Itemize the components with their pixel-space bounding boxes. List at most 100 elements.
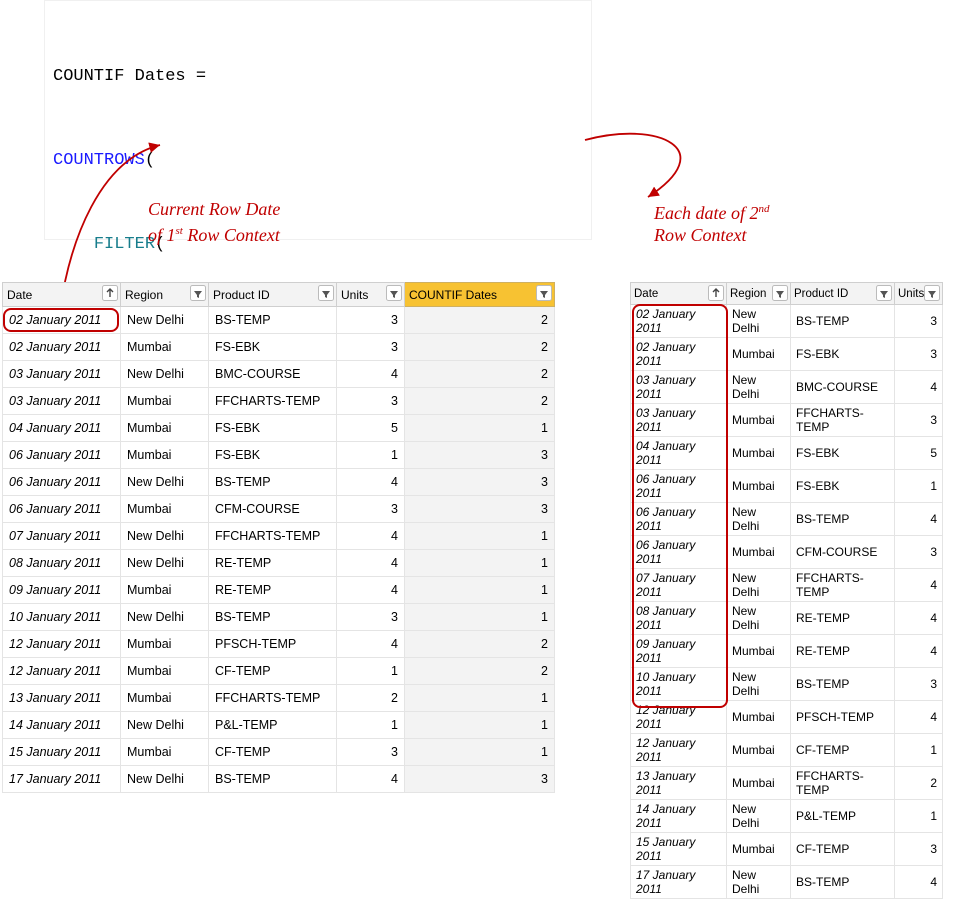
column-header-product-id[interactable]: Product ID [791,283,895,305]
table-row[interactable]: 04 January 2011MumbaiFS-EBK5 [631,437,943,470]
table-cell: 06 January 2011 [3,496,121,523]
table-row[interactable]: 06 January 2011MumbaiFS-EBK13 [3,442,555,469]
table-cell: Mumbai [121,631,209,658]
table-cell: Mumbai [121,577,209,604]
table-row[interactable]: 12 January 2011MumbaiPFSCH-TEMP42 [3,631,555,658]
table-row[interactable]: 06 January 2011New DelhiBS-TEMP43 [3,469,555,496]
table-cell: New Delhi [727,371,791,404]
table-row[interactable]: 12 January 2011MumbaiCF-TEMP12 [3,658,555,685]
table-cell: 4 [337,523,405,550]
column-header-region[interactable]: Region [727,283,791,305]
table-cell: 09 January 2011 [3,577,121,604]
fn-filter: FILTER [94,235,155,254]
table-row[interactable]: 10 January 2011New DelhiBS-TEMP3 [631,668,943,701]
table-row[interactable]: 07 January 2011New DelhiFFCHARTS-TEMP4 [631,569,943,602]
table-row[interactable]: 02 January 2011New DelhiBS-TEMP32 [3,307,555,334]
table-row[interactable]: 10 January 2011New DelhiBS-TEMP31 [3,604,555,631]
table-row[interactable]: 12 January 2011MumbaiCF-TEMP1 [631,734,943,767]
column-header-units[interactable]: Units [337,283,405,307]
table-cell: New Delhi [121,307,209,334]
table-cell: 4 [337,631,405,658]
table-cell: 3 [337,496,405,523]
table-row[interactable]: 09 January 2011MumbaiRE-TEMP41 [3,577,555,604]
table-cell: 06 January 2011 [631,503,727,536]
table-row[interactable]: 06 January 2011New DelhiBS-TEMP4 [631,503,943,536]
table-cell: 3 [405,496,555,523]
table-cell: Mumbai [121,685,209,712]
table-cell: New Delhi [121,361,209,388]
table-row[interactable]: 03 January 2011New DelhiBMC-COURSE42 [3,361,555,388]
table-row[interactable]: 08 January 2011New DelhiRE-TEMP41 [3,550,555,577]
column-header-product-id[interactable]: Product ID [209,283,337,307]
table-row[interactable]: 17 January 2011New DelhiBS-TEMP4 [631,866,943,899]
table-cell: Mumbai [727,404,791,437]
table-cell: 1 [895,800,943,833]
column-header-units[interactable]: Units [895,283,943,305]
table-cell: CF-TEMP [209,739,337,766]
table-cell: 4 [895,371,943,404]
table-cell: 10 January 2011 [3,604,121,631]
table-row[interactable]: 02 January 2011MumbaiFS-EBK32 [3,334,555,361]
table-row[interactable]: 15 January 2011MumbaiCF-TEMP31 [3,739,555,766]
column-header-region[interactable]: Region [121,283,209,307]
column-label: Date [634,288,658,300]
table-cell: 2 [405,334,555,361]
table-cell: 4 [337,469,405,496]
table-cell: 3 [337,334,405,361]
table-cell: 4 [895,866,943,899]
table-cell: P&L-TEMP [791,800,895,833]
table-cell: 5 [337,415,405,442]
table-cell: 10 January 2011 [631,668,727,701]
table-cell: 08 January 2011 [3,550,121,577]
table-row[interactable]: 02 January 2011New DelhiBS-TEMP3 [631,305,943,338]
column-label: Units [341,288,368,302]
table-row[interactable]: 14 January 2011New DelhiP&L-TEMP11 [3,712,555,739]
table-row[interactable]: 06 January 2011MumbaiCFM-COURSE3 [631,536,943,569]
table-row[interactable]: 03 January 2011MumbaiFFCHARTS-TEMP3 [631,404,943,437]
dax-code-block: COUNTIF Dates = COUNTROWS( FILTER( Sales… [44,0,592,240]
table-cell: 3 [895,305,943,338]
column-label: COUNTIF Dates [409,288,497,302]
table-row[interactable]: 03 January 2011MumbaiFFCHARTS-TEMP32 [3,388,555,415]
table-cell: 2 [337,685,405,712]
table-cell: FS-EBK [209,415,337,442]
table-cell: 08 January 2011 [631,602,727,635]
table-cell: BS-TEMP [209,766,337,793]
table-cell: 4 [895,602,943,635]
table-cell: FS-EBK [209,442,337,469]
table-row[interactable]: 13 January 2011MumbaiFFCHARTS-TEMP21 [3,685,555,712]
table-row[interactable]: 06 January 2011MumbaiFS-EBK1 [631,470,943,503]
table-cell: CF-TEMP [791,734,895,767]
table-cell: 5 [895,437,943,470]
table-row[interactable]: 04 January 2011MumbaiFS-EBK51 [3,415,555,442]
table-cell: FFCHARTS-TEMP [791,404,895,437]
table-cell: 3 [895,668,943,701]
table-row[interactable]: 09 January 2011MumbaiRE-TEMP4 [631,635,943,668]
table-cell: 07 January 2011 [3,523,121,550]
column-header-date[interactable]: Date [631,283,727,305]
table-row[interactable]: 13 January 2011MumbaiFFCHARTS-TEMP2 [631,767,943,800]
eq-sign: = [196,67,206,86]
table-cell: 09 January 2011 [631,635,727,668]
column-label: Region [730,288,766,300]
table-cell: 15 January 2011 [3,739,121,766]
table-row[interactable]: 07 January 2011New DelhiFFCHARTS-TEMP41 [3,523,555,550]
table-row[interactable]: 17 January 2011New DelhiBS-TEMP43 [3,766,555,793]
table-row[interactable]: 12 January 2011MumbaiPFSCH-TEMP4 [631,701,943,734]
column-header-date[interactable]: Date [3,283,121,307]
column-header-countif-dates[interactable]: COUNTIF Dates [405,283,555,307]
table-cell: RE-TEMP [791,635,895,668]
table-cell: New Delhi [727,569,791,602]
table-row[interactable]: 03 January 2011New DelhiBMC-COURSE4 [631,371,943,404]
table-cell: 1 [337,442,405,469]
table-cell: BS-TEMP [791,668,895,701]
annotation-left-sup: st [176,225,183,237]
table-cell: 4 [895,503,943,536]
table-row[interactable]: 02 January 2011MumbaiFS-EBK3 [631,338,943,371]
table-row[interactable]: 06 January 2011MumbaiCFM-COURSE33 [3,496,555,523]
table-row[interactable]: 15 January 2011MumbaiCF-TEMP3 [631,833,943,866]
table-cell: 04 January 2011 [631,437,727,470]
table-row[interactable]: 14 January 2011New DelhiP&L-TEMP1 [631,800,943,833]
table-row[interactable]: 08 January 2011New DelhiRE-TEMP4 [631,602,943,635]
table-cell: 2 [895,767,943,800]
